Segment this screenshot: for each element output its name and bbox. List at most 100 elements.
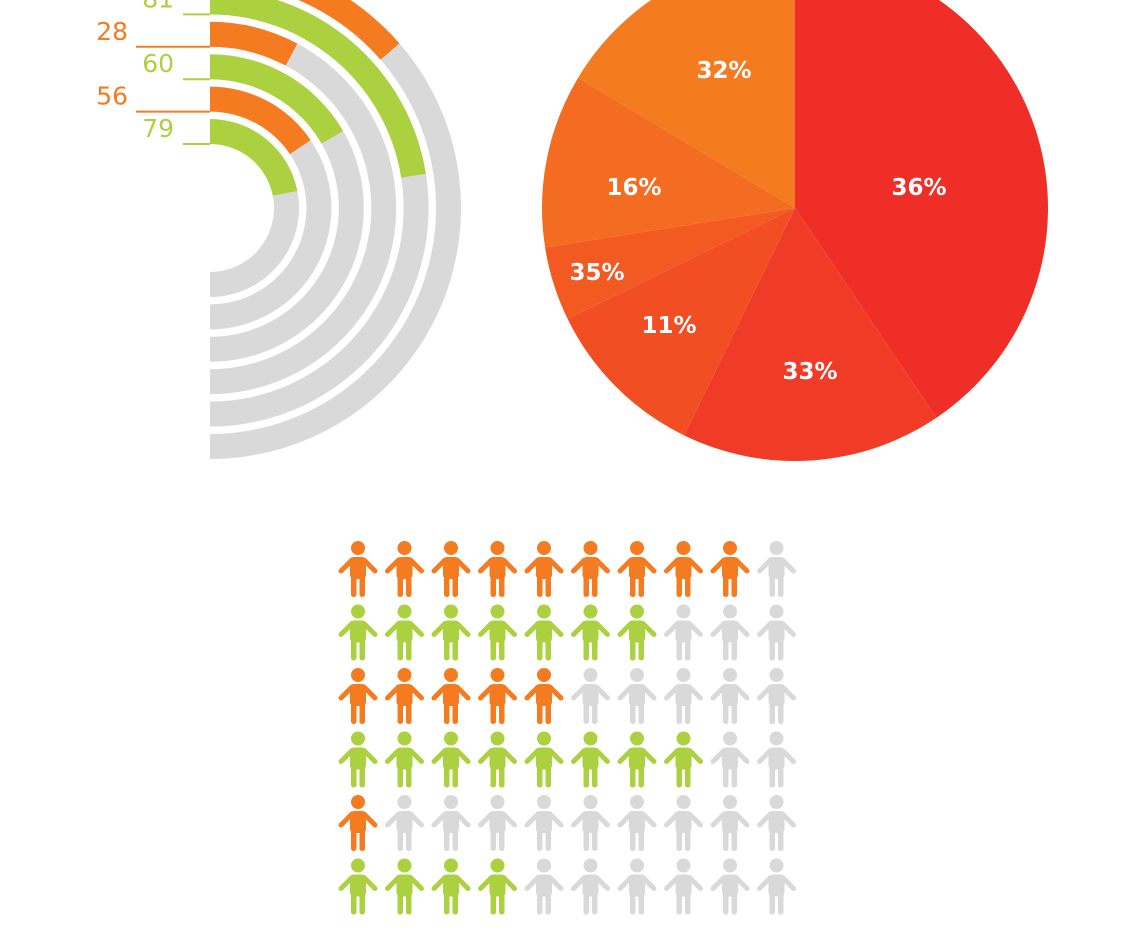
person-icon: [571, 731, 610, 788]
person-icon: [571, 604, 610, 661]
person-icon: [617, 604, 657, 661]
person-icon: [431, 731, 471, 788]
person-icon: [617, 858, 657, 915]
person-icon: [338, 795, 378, 851]
person-icon: [338, 858, 378, 915]
radial-bar-chart: 79 56 60 28 81: [96, 0, 461, 459]
radial-ring: [210, 0, 461, 459]
person-icon: [478, 858, 517, 915]
person-icon: [524, 668, 564, 724]
person-icon: [710, 795, 750, 851]
person-icon: [385, 604, 424, 661]
person-icon: [710, 858, 750, 915]
radial-ring: 56: [96, 82, 332, 330]
pie-slice-label: 16%: [606, 175, 661, 201]
pie-slice-label: 11%: [641, 313, 696, 339]
person-icon: [571, 795, 610, 851]
radial-ring: 28: [96, 17, 397, 395]
person-icon: [571, 668, 610, 724]
person-icon: [431, 858, 471, 915]
ring-track: [210, 173, 429, 427]
ring-fill: [298, 0, 400, 60]
ring-track: [210, 131, 364, 362]
person-icon: [478, 604, 517, 661]
person-icon: [617, 731, 657, 788]
radial-ring: 81: [142, 0, 429, 427]
person-icon: [338, 668, 378, 724]
ring-label: 28: [96, 17, 128, 46]
pie-slice: [542, 77, 795, 248]
ring-fill: [210, 54, 344, 144]
person-icon: [338, 604, 378, 661]
person-icon: [710, 668, 750, 724]
pie-slice: [578, 0, 795, 208]
person-icon: [478, 795, 517, 851]
pictogram-row: [338, 668, 796, 724]
person-icon: [385, 541, 424, 597]
pictogram-row: [338, 541, 796, 597]
pictogram-row: [338, 795, 796, 851]
pie-slice: [567, 208, 795, 436]
ring-fill: [210, 119, 298, 196]
pie-slice-label: 36%: [891, 175, 946, 201]
person-icon: [757, 795, 796, 851]
person-icon: [385, 668, 424, 724]
person-icon: [617, 541, 657, 597]
person-icon: [524, 795, 564, 851]
person-icon: [478, 541, 517, 597]
ring-label: 60: [142, 49, 174, 78]
person-icon: [617, 668, 657, 724]
ring-track: [210, 43, 397, 395]
person-icon: [431, 604, 471, 661]
pictogram-chart: [338, 541, 796, 915]
pie-slice-label: 33%: [782, 359, 837, 385]
ring-fill: [210, 86, 311, 155]
person-icon: [571, 541, 610, 597]
person-icon: [385, 731, 424, 788]
pie-slice: [684, 208, 937, 462]
radial-ring: 60: [142, 49, 364, 362]
person-icon: [757, 858, 796, 915]
person-icon: [524, 541, 564, 597]
ring-fill: [210, 21, 298, 66]
person-icon: [617, 795, 657, 851]
person-icon: [385, 858, 424, 915]
ring-label: 81: [142, 0, 174, 13]
pictogram-row: [338, 731, 796, 788]
pie-slice: [795, 0, 1048, 418]
person-icon: [431, 541, 471, 597]
person-icon: [664, 795, 703, 851]
pie-slice: [545, 208, 795, 319]
person-icon: [710, 731, 750, 788]
pictogram-row: [338, 604, 796, 661]
person-icon: [757, 604, 796, 661]
pie-slice-label: 35%: [569, 260, 624, 286]
person-icon: [664, 731, 703, 788]
ring-track: [210, 191, 299, 297]
ring-fill: [210, 0, 426, 178]
person-icon: [664, 858, 703, 915]
person-icon: [757, 668, 796, 724]
person-icon: [431, 795, 471, 851]
person-icon: [710, 604, 750, 661]
person-icon: [478, 668, 517, 724]
person-icon: [757, 541, 796, 597]
person-icon: [431, 668, 471, 724]
person-icon: [478, 731, 517, 788]
ring-track: [210, 140, 332, 330]
person-icon: [664, 668, 703, 724]
person-icon: [664, 541, 703, 597]
ring-label: 56: [96, 82, 128, 111]
person-icon: [524, 858, 564, 915]
pictogram-row: [338, 858, 796, 915]
person-icon: [524, 604, 564, 661]
person-icon: [385, 795, 424, 851]
ring-label: 79: [142, 114, 174, 143]
person-icon: [524, 731, 564, 788]
pie-chart: 36% 33% 11% 35% 16% 32%: [542, 0, 1048, 462]
pie-slice-label: 32%: [696, 58, 751, 84]
person-icon: [338, 541, 378, 597]
person-icon: [757, 731, 796, 788]
radial-ring: 79: [142, 114, 299, 297]
